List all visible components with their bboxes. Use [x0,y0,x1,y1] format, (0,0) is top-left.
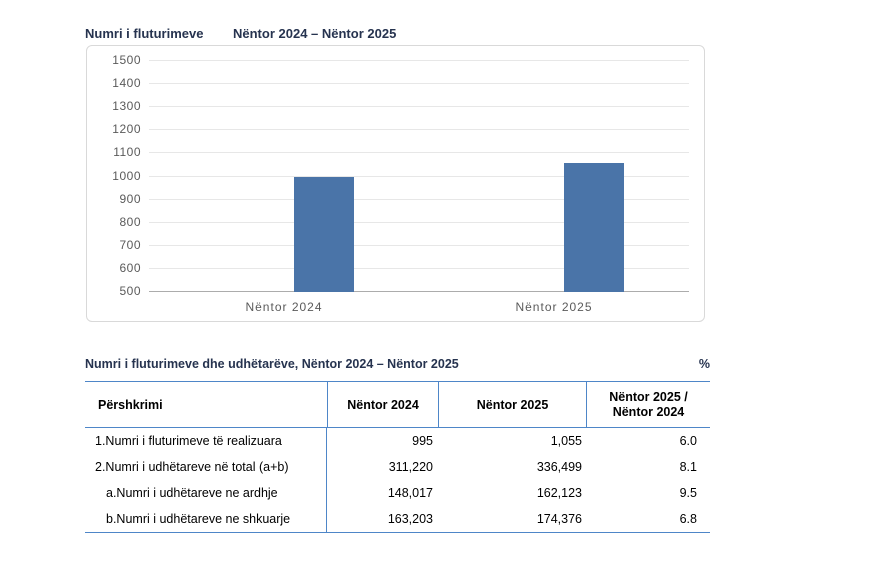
table-row: 1.Numri i fluturimeve të realizuara 995 … [85,428,710,454]
y-tick-label: 900 [119,191,141,206]
y-tick-label: 1400 [112,76,141,91]
value-2024: 148,017 [387,486,433,500]
gridline [149,175,689,177]
x-axis-label: Nëntor 2025 [515,300,593,314]
row-label: b.Numri i udhëtareve ne shkuarje [85,506,327,532]
gridline [149,60,689,61]
bar-nëntor-2025 [563,162,624,292]
gridline [149,244,689,246]
header-nentor-2025: Nëntor 2025 [438,382,586,427]
row-label: a.Numri i udhëtareve ne ardhje [85,480,327,506]
gridline [149,129,689,131]
chart-title-text: Numri i fluturimeve [85,26,204,41]
value-2024: 163,203 [387,512,433,526]
table-title: Numri i fluturimeve dhe udhëtarëve, Nënt… [85,357,459,371]
flights-bar-chart: 500 600 700 800 900 1000 1100 1200 1300 1400 1500 N… [86,45,705,322]
y-tick-label: 1200 [112,122,141,137]
y-tick-label: 700 [119,237,141,252]
header-pershkrimi: Përshkrimi [98,397,163,412]
header-ratio-line2: Nëntor 2024 [612,404,685,419]
table-unit-label: % [698,357,710,371]
header-nentor-2024: Nëntor 2024 [327,382,438,427]
y-tick-label: 600 [119,260,141,275]
table-title-row: Numri i fluturimeve dhe udhëtarëve, Nënt… [85,357,710,371]
header-ratio: Nëntor 2025 / Nëntor 2024 [586,382,710,427]
row-label: 2.Numri i udhëtareve në total (a+b) [85,454,327,480]
table-header-row: Përshkrimi Nëntor 2024 Nëntor 2025 Nënto… [85,381,710,428]
bar-nëntor-2024 [293,176,354,292]
gridline [149,221,689,223]
table-row: 2.Numri i udhëtareve në total (a+b) 311,… [85,454,710,480]
x-axis-line [149,291,689,292]
gridline [149,106,689,108]
x-axis-label: Nëntor 2024 [245,300,323,314]
value-pct: 9.5 [679,486,697,500]
y-tick-label: 1100 [113,145,141,160]
chart-title-period: Nëntor 2024 – Nëntor 2025 [233,26,397,41]
gridline [149,198,689,200]
value-2025: 162,123 [536,486,582,500]
row-label: 1.Numri i fluturimeve të realizuara [85,428,327,454]
value-2025: 336,499 [536,460,582,474]
table-row: a.Numri i udhëtareve ne ardhje 148,017 1… [85,480,710,506]
header-ratio-line1: Nëntor 2025 / [609,389,688,404]
value-2025: 1,055 [550,434,582,448]
table-row: b.Numri i udhëtareve ne shkuarje 163,203… [85,506,710,532]
value-pct: 8.1 [679,460,697,474]
gridline [149,83,689,85]
table-body: 1.Numri i fluturimeve të realizuara 995 … [85,428,710,533]
y-tick-label: 1300 [112,99,141,114]
gridline [149,267,689,269]
gridline [149,152,689,154]
y-tick-label: 1000 [112,168,141,183]
flights-data-table: Përshkrimi Nëntor 2024 Nëntor 2025 Nënto… [85,381,710,533]
y-tick-label: 500 [119,284,141,298]
y-tick-label: 1500 [112,53,141,67]
value-2024: 311,220 [388,460,433,474]
y-tick-label: 800 [119,214,141,229]
value-pct: 6.0 [679,434,697,448]
value-pct: 6.8 [679,512,697,526]
chart-plot-area: 500 600 700 800 900 1000 1100 1200 1300 1400 1500 N… [87,46,704,321]
value-2024: 995 [412,434,433,448]
value-2025: 174,376 [536,512,582,526]
